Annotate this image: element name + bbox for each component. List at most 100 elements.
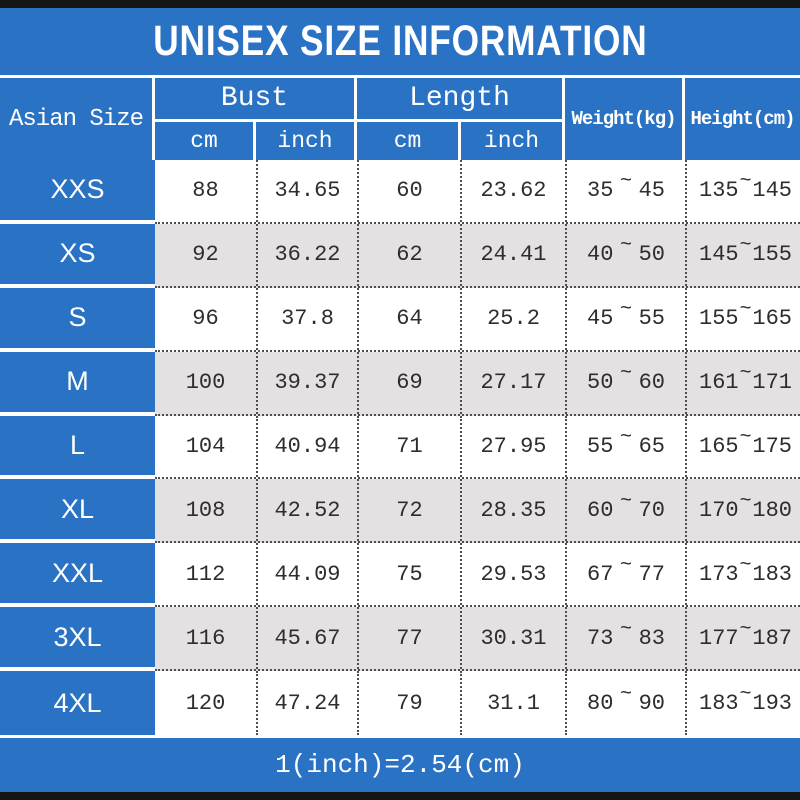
length-cm-cell: 64 bbox=[357, 287, 460, 350]
table-row: 4XL 120 47.24 79 31.1 80 ~90 183 ~193 bbox=[0, 671, 800, 736]
footer-bar: 1(inch)=2.54(cm) bbox=[0, 738, 800, 792]
height-max: 187 bbox=[752, 625, 792, 651]
tilde-separator: ~ bbox=[739, 426, 752, 449]
table-row: 3XL 116 45.67 77 30.31 73 ~83 177 ~187 bbox=[0, 607, 800, 672]
weight-max: 50 bbox=[638, 242, 665, 268]
length-cm-cell: 79 bbox=[357, 671, 460, 736]
column-header-weight: Weight(kg) bbox=[565, 78, 685, 160]
row-values: 88 34.65 60 23.62 35 ~45 135 ~145 bbox=[155, 160, 800, 224]
tilde-separator: ~ bbox=[619, 489, 632, 513]
column-header-length-cm: cm bbox=[357, 122, 461, 160]
tilde-separator: ~ bbox=[619, 617, 632, 641]
column-header-height: Height(cm) bbox=[690, 108, 795, 130]
bust-cm-cell: 100 bbox=[185, 370, 226, 396]
height-max: 155 bbox=[752, 242, 792, 268]
bust-cm-cell: 96 bbox=[192, 306, 219, 332]
height-min: 183 bbox=[699, 690, 739, 716]
height-range-cell: 177 ~187 bbox=[685, 607, 800, 670]
tilde-separator: ~ bbox=[739, 489, 752, 513]
length-inch-cell: 27.17 bbox=[460, 351, 565, 414]
length-inch-cell: 29.53 bbox=[460, 543, 565, 606]
row-values: 116 45.67 77 30.31 73 ~83 177 ~187 bbox=[155, 607, 800, 672]
height-min: 173 bbox=[699, 561, 739, 587]
top-black-bar bbox=[0, 0, 800, 8]
bust-inch-cell: 40.94 bbox=[256, 415, 357, 478]
length-subheaders: cm inch bbox=[357, 122, 562, 160]
size-cell: XXL bbox=[0, 543, 155, 608]
tilde-separator: ~ bbox=[739, 617, 752, 641]
row-values: 120 47.24 79 31.1 80 ~90 183 ~193 bbox=[155, 671, 800, 736]
tilde-separator: ~ bbox=[739, 362, 752, 386]
weight-max: 70 bbox=[638, 497, 665, 523]
column-group-bust: Bust cm inch bbox=[155, 78, 357, 160]
length-cm-cell: 60 bbox=[357, 160, 460, 222]
bust-inch-cell: 47.24 bbox=[256, 671, 357, 736]
column-header-bust-inch: inch bbox=[277, 128, 333, 154]
tilde-separator: ~ bbox=[619, 426, 632, 449]
tilde-separator: ~ bbox=[619, 298, 632, 322]
table-row: XS 92 36.22 62 24.41 40 ~50 145 ~155 bbox=[0, 223, 800, 288]
tilde-separator: ~ bbox=[619, 362, 632, 386]
height-max: 165 bbox=[752, 306, 792, 332]
weight-range-cell: 50 ~60 bbox=[565, 351, 685, 414]
tilde-separator: ~ bbox=[739, 553, 752, 577]
tilde-separator: ~ bbox=[619, 170, 632, 194]
tilde-separator: ~ bbox=[619, 234, 632, 258]
weight-range-cell: 60 ~70 bbox=[565, 479, 685, 542]
size-cell: 4XL bbox=[0, 671, 155, 736]
row-values: 108 42.52 72 28.35 60 ~70 170 ~180 bbox=[155, 479, 800, 544]
height-min: 155 bbox=[699, 306, 739, 332]
tilde-separator: ~ bbox=[739, 298, 752, 322]
column-header-length-inch: inch bbox=[483, 128, 540, 154]
weight-max: 65 bbox=[638, 434, 665, 459]
height-min: 177 bbox=[699, 625, 739, 651]
bottom-black-bar bbox=[0, 792, 800, 800]
height-range-cell: 155 ~165 bbox=[685, 287, 800, 350]
length-cm-cell: 77 bbox=[357, 607, 460, 670]
weight-min: 35 bbox=[587, 178, 614, 204]
length-cm-cell: 62 bbox=[357, 223, 460, 286]
bust-cm-cell: 116 bbox=[185, 625, 226, 651]
bust-cm-cell: 104 bbox=[185, 434, 226, 459]
length-cm-cell: 75 bbox=[357, 543, 460, 606]
table-body: XXS 88 34.65 60 23.62 35 ~45 135 ~145 XS 92 36.22 62… bbox=[0, 160, 800, 736]
weight-range-cell: 67 ~77 bbox=[565, 543, 685, 606]
height-range-cell: 173 ~183 bbox=[685, 543, 800, 606]
size-cell: XS bbox=[0, 223, 155, 288]
height-max: 183 bbox=[752, 561, 792, 587]
footer-divider bbox=[0, 735, 800, 738]
bust-cm-cell: 112 bbox=[185, 561, 226, 587]
row-values: 96 37.8 64 25.2 45 ~55 155 ~165 bbox=[155, 287, 800, 352]
weight-min: 55 bbox=[587, 434, 614, 459]
weight-min: 67 bbox=[587, 561, 614, 587]
table-row: S 96 37.8 64 25.2 45 ~55 155 ~165 bbox=[0, 287, 800, 352]
length-inch-cell: 25.2 bbox=[460, 287, 565, 350]
weight-range-cell: 73 ~83 bbox=[565, 607, 685, 670]
height-range-cell: 135 ~145 bbox=[685, 160, 800, 222]
height-min: 161 bbox=[699, 370, 739, 396]
size-cell: S bbox=[0, 287, 155, 352]
size-cell: 3XL bbox=[0, 607, 155, 672]
weight-min: 73 bbox=[587, 625, 614, 651]
bust-inch-cell: 44.09 bbox=[256, 543, 357, 606]
height-range-cell: 170 ~180 bbox=[685, 479, 800, 542]
size-cell: XXS bbox=[0, 160, 155, 224]
height-range-cell: 161 ~171 bbox=[685, 351, 800, 414]
length-inch-cell: 30.31 bbox=[460, 607, 565, 670]
bust-inch-cell: 36.22 bbox=[256, 223, 357, 286]
weight-max: 83 bbox=[638, 625, 665, 651]
bust-inch-cell: 34.65 bbox=[256, 160, 357, 222]
title-bar: UNISEX SIZE INFORMATION bbox=[0, 8, 800, 75]
height-range-cell: 183 ~193 bbox=[685, 671, 800, 736]
height-max: 171 bbox=[752, 370, 792, 396]
weight-max: 55 bbox=[638, 306, 665, 332]
column-group-length: Length cm inch bbox=[357, 78, 565, 160]
length-cm-cell: 69 bbox=[357, 351, 460, 414]
column-header-bust-cm: cm bbox=[155, 122, 256, 160]
table-row: XXS 88 34.65 60 23.62 35 ~45 135 ~145 bbox=[0, 160, 800, 224]
size-cell: L bbox=[0, 415, 155, 480]
tilde-separator: ~ bbox=[619, 553, 632, 577]
length-inch-cell: 23.62 bbox=[460, 160, 565, 222]
weight-min: 80 bbox=[587, 690, 614, 716]
